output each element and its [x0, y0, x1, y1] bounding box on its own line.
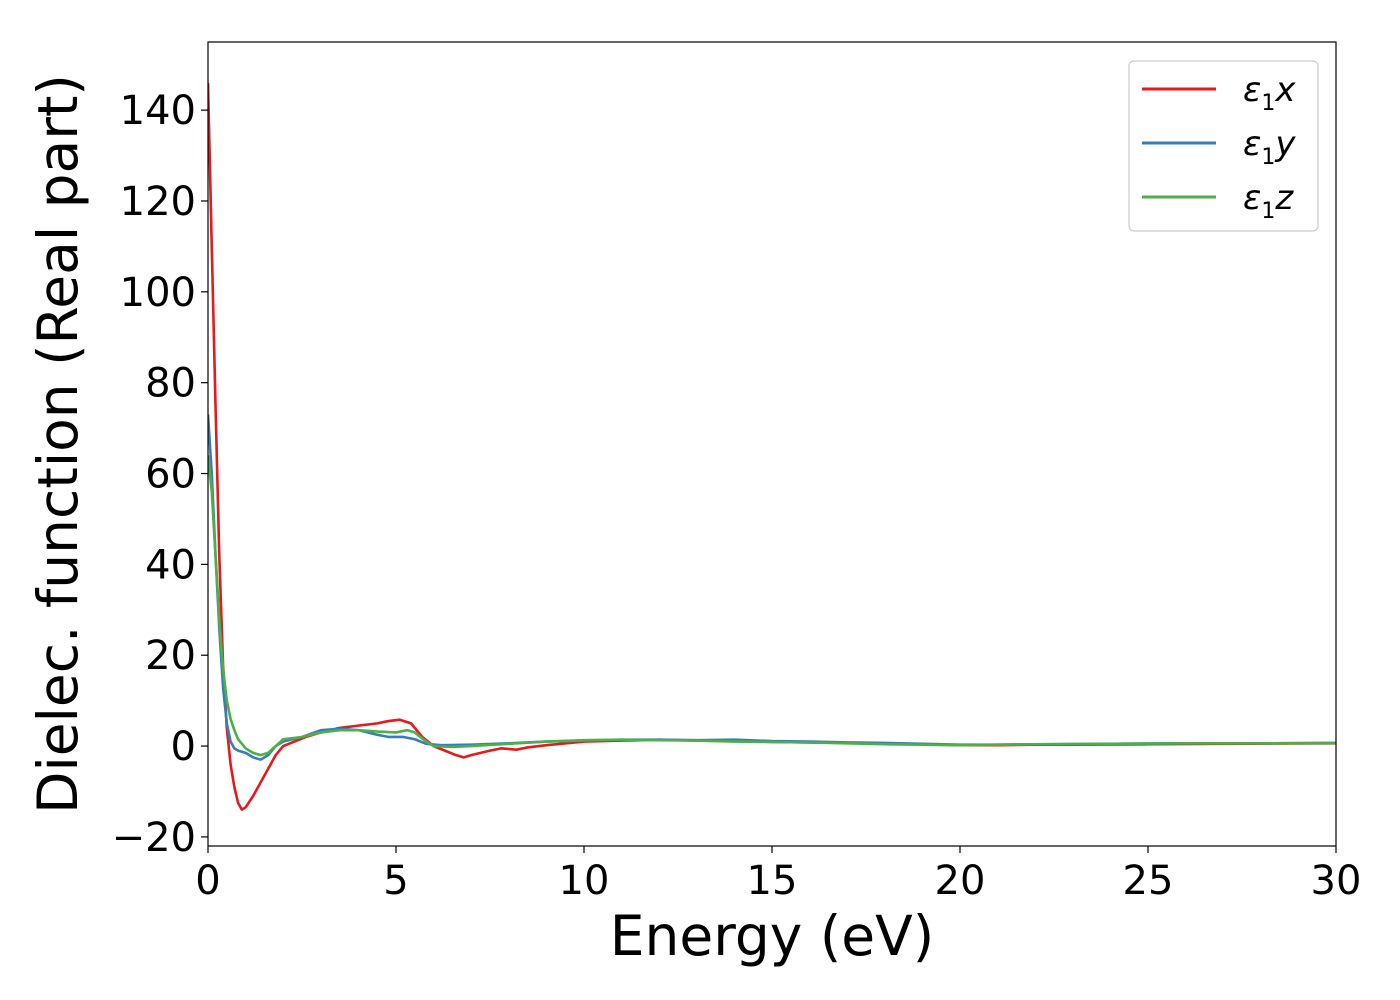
legend-label-3: ε1z — [1243, 178, 1294, 224]
x-tick-label: 20 — [935, 858, 986, 904]
x-axis-title: Energy (eV) — [610, 904, 934, 968]
x-tick-label: 25 — [1123, 858, 1174, 904]
series-layer — [208, 82, 1336, 811]
y-tick-label: 140 — [120, 88, 196, 134]
legend-label-1: ε1x — [1243, 70, 1296, 116]
x-tick-label: 0 — [195, 858, 220, 904]
y-axis-title: Dielec. function (Real part) — [26, 74, 90, 814]
x-tick-label: 15 — [747, 858, 798, 904]
y-tick-label: 40 — [145, 542, 196, 588]
legend-label-2: ε1y — [1243, 124, 1296, 170]
legend: ε1x ε1y ε1z — [1128, 60, 1319, 232]
y-tick-label: 100 — [120, 270, 196, 316]
y-tick-label: 120 — [120, 179, 196, 225]
x-tick-label: 5 — [383, 858, 408, 904]
y-tick-label: 60 — [145, 452, 196, 498]
y-tick-label: −20 — [112, 815, 196, 861]
x-tick-label: 10 — [559, 858, 610, 904]
x-tick-label: 30 — [1311, 858, 1362, 904]
y-tick-label: 80 — [145, 361, 196, 407]
series-line-3 — [208, 455, 1336, 757]
y-tick-label: 20 — [145, 633, 196, 679]
y-tick-label: 0 — [171, 724, 196, 770]
legend-box — [1128, 60, 1319, 232]
